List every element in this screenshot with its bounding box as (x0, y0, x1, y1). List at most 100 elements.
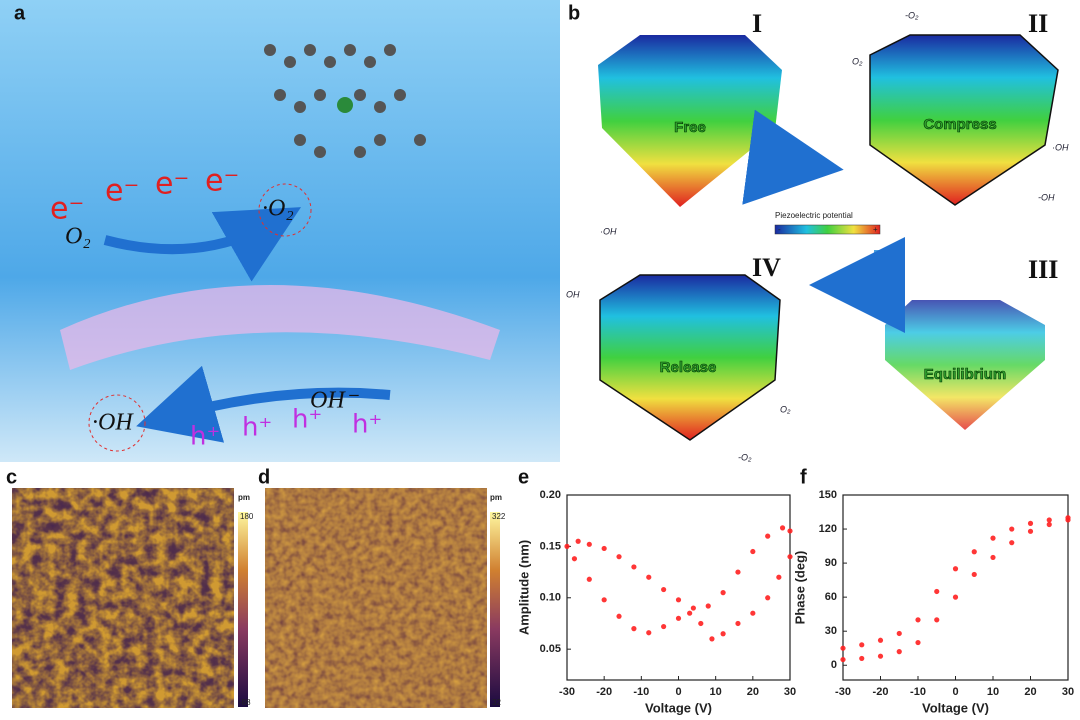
hydroxyl-radical: ·OH (92, 410, 134, 436)
colorbar-unit: pm (490, 493, 502, 502)
panel-d: d pm 322 32 (258, 466, 506, 708)
data-point (952, 594, 959, 600)
data-point (601, 597, 607, 603)
data-point (646, 630, 652, 636)
data-point (1046, 521, 1052, 528)
stage-label: Free (674, 119, 706, 136)
data-point (616, 613, 622, 619)
data-point (934, 617, 940, 623)
data-point (765, 533, 771, 539)
data-point (787, 528, 793, 534)
y-tick-label: 0.05 (540, 643, 561, 655)
cycle-arrow (809, 236, 906, 333)
data-point (787, 554, 793, 560)
y-tick-label: 0.10 (540, 592, 561, 604)
panel-label: a (14, 2, 26, 24)
colorbar-end: - (778, 225, 781, 234)
data-point (1009, 540, 1015, 546)
panel-c: c pm 180 -88 (6, 466, 254, 708)
hole: h⁺ (292, 405, 322, 435)
data-point (877, 637, 884, 643)
colorbar (774, 224, 881, 235)
data-point (952, 566, 959, 572)
y-tick-label: 90 (825, 557, 837, 569)
data-point (675, 615, 682, 621)
electron: e⁻ (105, 174, 139, 209)
data-point (705, 603, 711, 609)
oxygen: O₂ (65, 224, 91, 250)
hole: h⁺ (242, 413, 272, 443)
plot-frame (566, 494, 791, 681)
colorbar-max: 180 (240, 512, 254, 521)
x-tick-label: 10 (987, 686, 999, 698)
species: OH (566, 289, 580, 299)
x-tick-label: -10 (633, 686, 649, 698)
data-point (1027, 528, 1034, 534)
species: O₂ (780, 404, 791, 414)
data-point (735, 569, 741, 575)
data-point (990, 554, 996, 561)
data-point (709, 636, 715, 642)
data-point (720, 631, 726, 637)
data-point (687, 610, 693, 616)
colorbar-max: 322 (492, 512, 506, 521)
x-tick-label: 0 (952, 686, 958, 698)
electron: e⁻ (205, 164, 239, 199)
x-axis-label: Voltage (V) (922, 700, 989, 715)
species: ·OH (600, 226, 617, 236)
lattice (264, 44, 426, 158)
data-point (661, 623, 667, 630)
species: -O₂ (905, 10, 919, 20)
data-point (646, 574, 652, 580)
panel-label: e (518, 466, 529, 488)
data-point (840, 645, 846, 651)
highlight-circle (88, 394, 146, 452)
x-tick-label: 20 (747, 686, 759, 698)
data-point (1027, 520, 1034, 526)
y-tick-label: 60 (825, 591, 837, 603)
data-point (631, 564, 637, 570)
data-point (750, 548, 756, 555)
data-point (631, 626, 637, 632)
x-tick-label: 30 (784, 686, 796, 698)
data-point (990, 535, 996, 541)
data-point (896, 649, 902, 655)
crystal-compress (869, 34, 1059, 206)
stage-numeral: III (1028, 255, 1058, 284)
data-point (616, 554, 622, 560)
data-point (571, 556, 578, 562)
data-point (896, 630, 902, 637)
data-point (971, 549, 977, 555)
afm-image (12, 488, 234, 708)
data-point (859, 642, 865, 648)
panel-label: b (568, 2, 580, 24)
data-point (586, 576, 592, 582)
data-point (1065, 515, 1071, 521)
panel-label: d (258, 466, 270, 488)
data-point (840, 656, 846, 663)
panel-b: b I II III IV Free Compress Equilibrium … (566, 2, 1069, 462)
data-point (690, 605, 696, 611)
colorbar-end: + (873, 225, 878, 234)
data-point (750, 610, 756, 616)
x-tick-label: 30 (1062, 686, 1074, 698)
data-point (859, 655, 865, 662)
data-point (915, 617, 921, 623)
highlight-circle (258, 183, 312, 237)
x-tick-label: 20 (1024, 686, 1036, 698)
stage-numeral: I (752, 9, 762, 38)
species: ·OH (1052, 142, 1069, 152)
data-point (698, 620, 704, 627)
y-tick-label: 0.20 (540, 489, 561, 501)
catalyst-film (60, 285, 500, 370)
data-point (675, 597, 682, 603)
y-tick-label: 150 (819, 489, 837, 501)
colorbar-min: 32 (492, 698, 501, 707)
colorbar-min: -88 (239, 698, 251, 707)
x-tick-label: 10 (710, 686, 722, 698)
x-tick-label: -20 (596, 686, 612, 698)
hydroxide: OH⁻ (310, 388, 360, 414)
species: O₂ (852, 56, 863, 66)
x-axis-label: Voltage (V) (645, 700, 712, 715)
